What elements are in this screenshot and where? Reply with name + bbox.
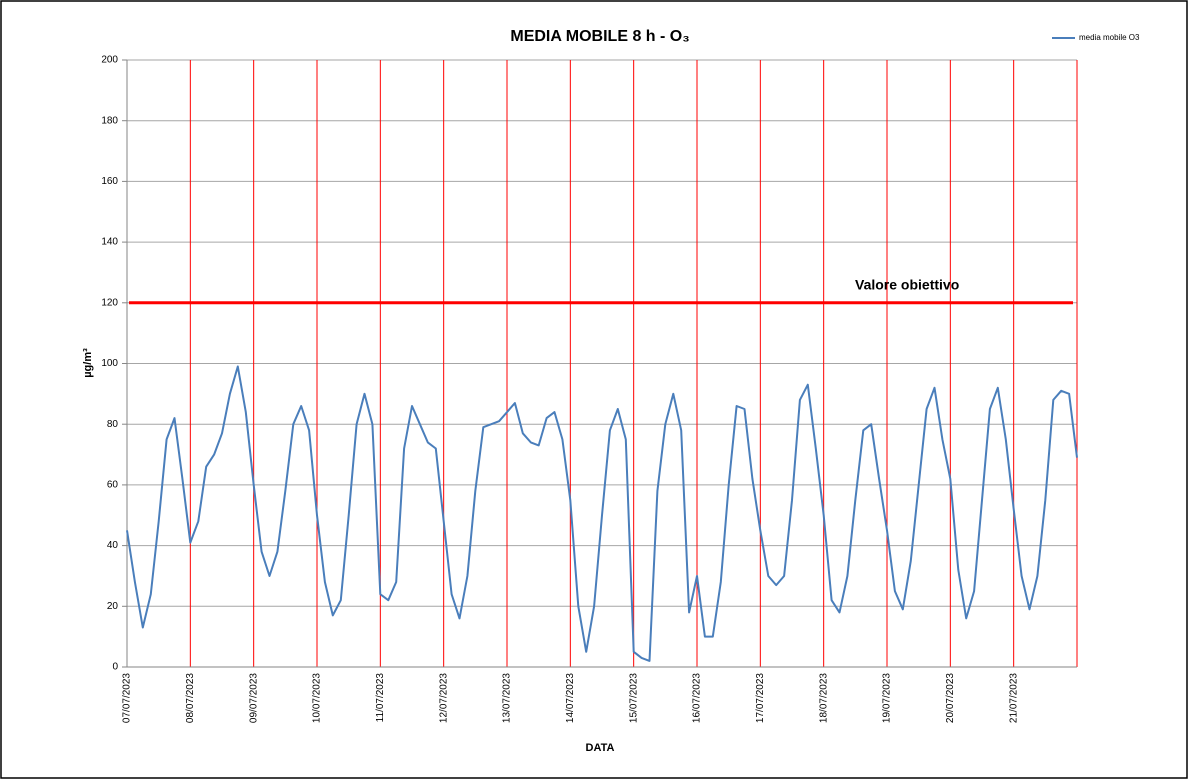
- legend-label: media mobile O3: [1079, 33, 1140, 42]
- x-tick-label: 11/07/2023: [375, 673, 386, 723]
- x-tick-label: 09/07/2023: [248, 673, 259, 723]
- x-tick-label: 08/07/2023: [185, 673, 196, 723]
- x-tick-label: 13/07/2023: [502, 673, 513, 723]
- x-tick-label: 16/07/2023: [692, 673, 703, 723]
- y-tick-label: 60: [107, 480, 119, 491]
- y-tick-label: 40: [107, 540, 119, 551]
- x-tick-label: 07/07/2023: [122, 673, 133, 723]
- x-tick-label: 19/07/2023: [882, 673, 893, 723]
- y-tick-label: 0: [112, 662, 118, 673]
- y-tick-label: 200: [101, 55, 118, 66]
- annotation: Valore obiettivo: [855, 277, 959, 293]
- x-tick-label: 10/07/2023: [312, 673, 323, 723]
- y-tick-label: 80: [107, 419, 119, 430]
- x-tick-label: 12/07/2023: [438, 673, 449, 723]
- y-tick-label: 20: [107, 601, 119, 612]
- y-tick-label: 140: [101, 237, 118, 248]
- y-axis-label: µg/m³: [82, 348, 94, 378]
- x-tick-label: 20/07/2023: [945, 673, 956, 723]
- y-tick-label: 100: [101, 358, 118, 369]
- y-tick-label: 160: [101, 176, 118, 187]
- x-tick-label: 21/07/2023: [1008, 673, 1019, 723]
- x-tick-label: 14/07/2023: [565, 673, 576, 723]
- y-tick-label: 120: [101, 297, 118, 308]
- y-tick-label: 180: [101, 115, 118, 126]
- x-axis-label: DATA: [586, 742, 615, 754]
- x-tick-label: 15/07/2023: [628, 673, 639, 723]
- x-tick-label: 18/07/2023: [818, 673, 829, 723]
- data-line: [126, 365, 1078, 662]
- x-tick-label: 17/07/2023: [755, 673, 766, 723]
- chart-title: MEDIA MOBILE 8 h - O₃: [510, 28, 689, 45]
